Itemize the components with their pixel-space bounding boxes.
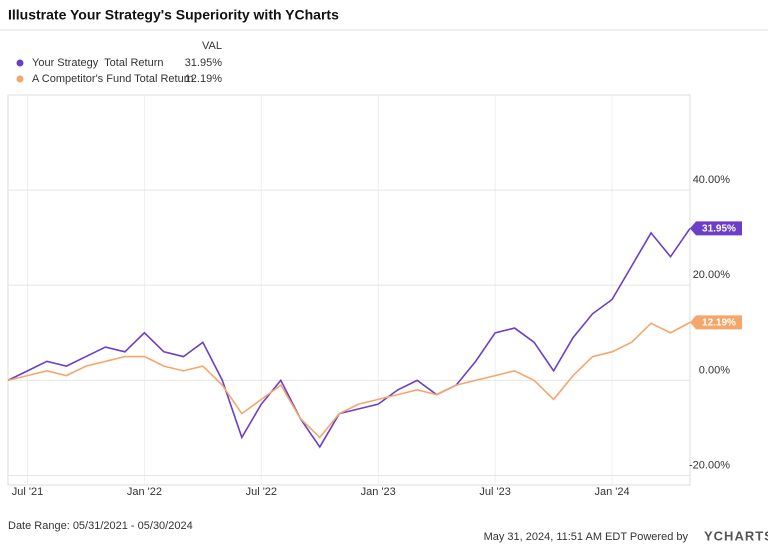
end-tag (690, 221, 742, 236)
end-value-label: 12.19% (702, 318, 736, 329)
legend-label: Your Strategy Total Return (32, 57, 163, 69)
brand: YCHARTS (704, 528, 768, 543)
legend-value: 12.19% (185, 73, 223, 85)
series-line (7, 321, 691, 439)
series-line (7, 227, 691, 449)
y-tick-label: -20.00% (689, 459, 730, 471)
y-tick-label: 40.00% (693, 174, 731, 186)
end-value-label: 31.95% (702, 224, 736, 235)
x-tick-label: Jul '21 (12, 486, 43, 498)
y-tick-label: 20.00% (693, 269, 731, 281)
x-tick-label: Jul '22 (246, 486, 277, 498)
chart-title: Illustrate Your Strategy's Superiority w… (8, 7, 339, 23)
x-tick-label: Jan '22 (127, 486, 162, 498)
legend-marker (16, 59, 24, 67)
end-tag (690, 315, 742, 330)
x-tick-label: Jan '23 (361, 486, 396, 498)
date-range: Date Range: 05/31/2021 - 05/30/2024 (8, 520, 193, 532)
x-tick-label: Jan '24 (594, 486, 629, 498)
legend-header: VAL (202, 40, 222, 52)
y-tick-label: 0.00% (699, 364, 730, 376)
timestamp: May 31, 2024, 11:51 AM EDT Powered by (484, 531, 689, 543)
legend-marker (16, 75, 24, 83)
x-tick-label: Jul '23 (479, 486, 510, 498)
legend-label: A Competitor's Fund Total Return (32, 73, 193, 85)
plot-frame (7, 94, 691, 486)
legend-value: 31.95% (185, 57, 223, 69)
